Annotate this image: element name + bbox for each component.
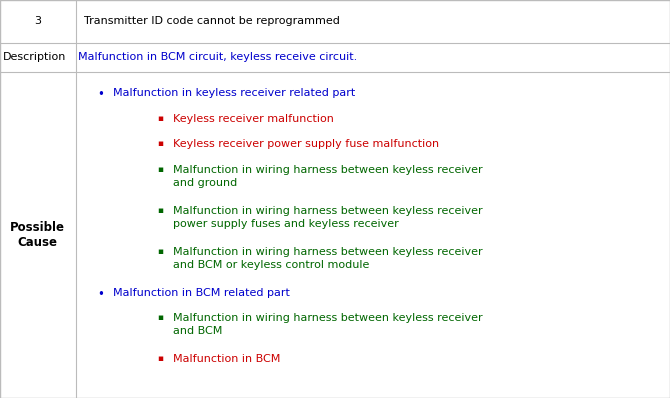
Text: and BCM or keyless control module: and BCM or keyless control module (173, 260, 369, 270)
Text: Malfunction in keyless receiver related part: Malfunction in keyless receiver related … (113, 88, 355, 98)
Text: 3: 3 (34, 16, 42, 27)
Text: Malfunction in BCM: Malfunction in BCM (173, 354, 280, 364)
Text: Transmitter ID code cannot be reprogrammed: Transmitter ID code cannot be reprogramm… (84, 16, 340, 27)
Text: ▪: ▪ (157, 313, 163, 322)
Text: Possible
Cause: Possible Cause (10, 221, 66, 249)
Text: Malfunction in BCM related part: Malfunction in BCM related part (113, 288, 289, 298)
Text: ▪: ▪ (157, 139, 163, 148)
Text: Malfunction in wiring harness between keyless receiver: Malfunction in wiring harness between ke… (173, 247, 482, 257)
Text: Malfunction in wiring harness between keyless receiver: Malfunction in wiring harness between ke… (173, 165, 482, 175)
Text: power supply fuses and keyless receiver: power supply fuses and keyless receiver (173, 219, 399, 229)
Text: and BCM: and BCM (173, 326, 222, 336)
Text: ▪: ▪ (157, 354, 163, 363)
Text: ▪: ▪ (157, 206, 163, 215)
Text: Malfunction in BCM circuit, keyless receive circuit.: Malfunction in BCM circuit, keyless rece… (78, 52, 358, 62)
Text: Malfunction in wiring harness between keyless receiver: Malfunction in wiring harness between ke… (173, 313, 482, 323)
Text: Keyless receiver malfunction: Keyless receiver malfunction (173, 114, 334, 124)
Text: Description: Description (3, 52, 66, 62)
Text: Malfunction in wiring harness between keyless receiver: Malfunction in wiring harness between ke… (173, 206, 482, 216)
Text: •: • (97, 88, 104, 101)
Text: ▪: ▪ (157, 114, 163, 123)
Text: •: • (97, 288, 104, 301)
Text: ▪: ▪ (157, 247, 163, 256)
Text: Keyless receiver power supply fuse malfunction: Keyless receiver power supply fuse malfu… (173, 139, 439, 149)
Text: and ground: and ground (173, 178, 237, 188)
Text: ▪: ▪ (157, 165, 163, 174)
